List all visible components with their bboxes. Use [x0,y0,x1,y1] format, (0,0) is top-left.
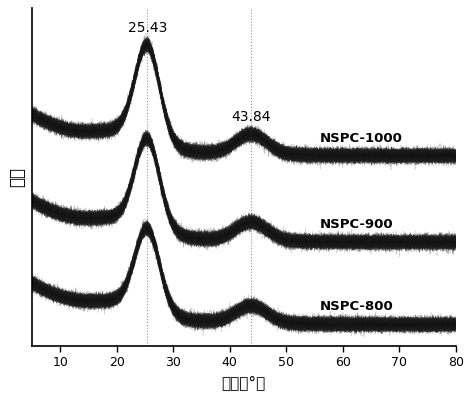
X-axis label: 角度（°）: 角度（°） [222,375,266,390]
Text: NSPC-900: NSPC-900 [320,218,394,231]
Text: NSPC-1000: NSPC-1000 [320,132,403,145]
Text: NSPC-800: NSPC-800 [320,300,394,314]
Y-axis label: 强度: 强度 [8,167,26,187]
Text: 43.84: 43.84 [232,110,271,124]
Text: 25.43: 25.43 [127,21,167,35]
